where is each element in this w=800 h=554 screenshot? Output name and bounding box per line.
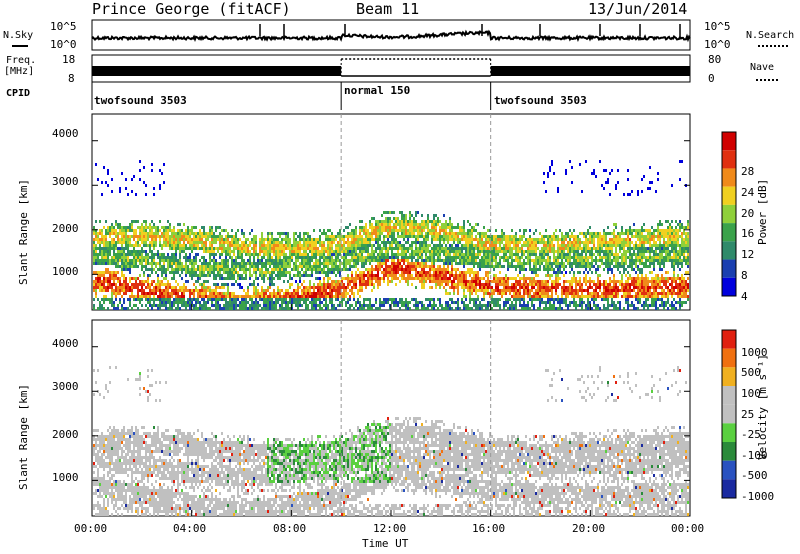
velocity-cb-tick-25: 25 (741, 408, 755, 421)
power-cb-tick-20: 20 (741, 207, 755, 220)
velocity-colorbar-swatch-8 (722, 479, 736, 498)
cpid-segment-1: twofsound 3503 (94, 94, 187, 107)
velocity-colorbar-swatch-6 (722, 442, 736, 461)
power-colorbar-frame (721, 131, 737, 297)
nsky-legend-line (12, 45, 28, 47)
freq-label-2: [MHz] (4, 66, 35, 77)
velocity-cb-tick-neg500: -500 (741, 469, 768, 482)
velocity-panel (91, 319, 691, 517)
xtick-2: 08:00 (273, 522, 307, 535)
velocity-cb-tick-500: 500 (741, 366, 761, 379)
velocity-ytick-2000: 2000 (52, 428, 79, 441)
power-colorbar-swatch-1 (722, 150, 736, 169)
velocity-ytick-4000: 4000 (52, 337, 79, 350)
power-ytick-3000: 3000 (52, 175, 79, 188)
velocity-ylabel: Slant Range [km] (17, 384, 30, 490)
noise-right-tick-bottom: 10^0 (704, 38, 731, 51)
xtick-1: 04:00 (173, 522, 207, 535)
noise-panel (91, 19, 691, 51)
velocity-ytick-3000: 3000 (52, 380, 79, 393)
noise-right-tick-top: 10^5 (704, 20, 731, 33)
power-cb-tick-4: 4 (741, 290, 748, 303)
velocity-cb-tick-neg25: -25 (741, 428, 761, 441)
freq-right-tick-bottom: 0 (708, 72, 715, 85)
velocity-colorbar-swatch-0 (722, 330, 736, 349)
velocity-ytick-1000: 1000 (52, 471, 79, 484)
noise-left-tick-top: 10^5 (50, 20, 77, 33)
xtick-5: 20:00 (572, 522, 606, 535)
power-colorbar-swatch-7 (722, 259, 736, 278)
nsearch-legend-line (758, 45, 788, 47)
beam-title: Beam 11 (356, 0, 420, 18)
power-cb-tick-8: 8 (741, 269, 748, 282)
freq-left-tick-bottom: 8 (68, 72, 75, 85)
power-colorbar-swatch-5 (722, 223, 736, 242)
nave-label: Nave (750, 62, 775, 73)
nsearch-label: N.Search (746, 30, 795, 41)
velocity-colorbar-frame (721, 329, 737, 499)
power-colorbar-swatch-3 (722, 186, 736, 205)
power-heatmap-cells (93, 160, 689, 310)
power-ytick-4000: 4000 (52, 127, 79, 140)
noise-left-tick-bottom: 10^0 (50, 38, 77, 51)
xaxis-label: Time UT (362, 537, 409, 550)
nave-legend-line (756, 79, 778, 81)
freq-label-1: Freq. (6, 55, 37, 66)
velocity-colorbar-swatch-3 (722, 386, 736, 405)
power-colorbar-swatch-8 (722, 277, 736, 296)
power-colorbar-swatch-0 (722, 132, 736, 151)
power-cb-tick-28: 28 (741, 165, 755, 178)
nsky-line (91, 29, 691, 43)
velocity-colorbar-swatch-4 (722, 404, 736, 424)
power-ylabel: Slant Range [km] (17, 179, 30, 285)
power-colorbar-swatch-4 (722, 204, 736, 224)
xtick-0: 00:00 (74, 522, 108, 535)
nsky-label: N.Sky (3, 30, 34, 41)
power-ytick-1000: 1000 (52, 265, 79, 278)
velocity-cb-tick-neg100: -100 (741, 449, 768, 462)
power-colorbar-swatch-6 (722, 241, 736, 260)
cpid-segment-2: normal 150 (344, 84, 411, 97)
velocity-cb-tick-100: 100 (741, 387, 761, 400)
velocity-cb-tick-1000: 1000 (741, 346, 768, 359)
freq-bar-twofsound-1 (92, 66, 342, 76)
power-colorbar-label: Power [dB] (756, 178, 769, 245)
power-cb-tick-12: 12 (741, 248, 755, 261)
velocity-cb-tick-neg1000: -1000 (741, 490, 775, 503)
freq-bar-twofsound-2 (490, 66, 690, 76)
power-ytick-2000: 2000 (52, 222, 79, 235)
station-title: Prince George (fitACF) (92, 0, 291, 18)
cpid-label: CPID (6, 88, 31, 99)
xtick-4: 16:00 (472, 522, 506, 535)
cpid-segment-3: twofsound 3503 (494, 94, 587, 107)
velocity-colorbar-swatch-1 (722, 348, 736, 368)
date-title: 13/Jun/2014 (588, 0, 688, 18)
velocity-colorbar-swatch-5 (722, 423, 736, 442)
freq-left-tick-top: 18 (62, 53, 76, 66)
xtick-3: 12:00 (373, 522, 407, 535)
power-colorbar-swatch-2 (722, 168, 736, 187)
power-cb-tick-16: 16 (741, 227, 755, 240)
velocity-colorbar-swatch-2 (722, 367, 736, 386)
freq-right-tick-top: 80 (708, 53, 722, 66)
velocity-colorbar-swatch-7 (722, 460, 736, 480)
xtick-6: 00:00 (671, 522, 705, 535)
power-cb-tick-24: 24 (741, 186, 755, 199)
velocity-heatmap-cells (93, 366, 689, 516)
